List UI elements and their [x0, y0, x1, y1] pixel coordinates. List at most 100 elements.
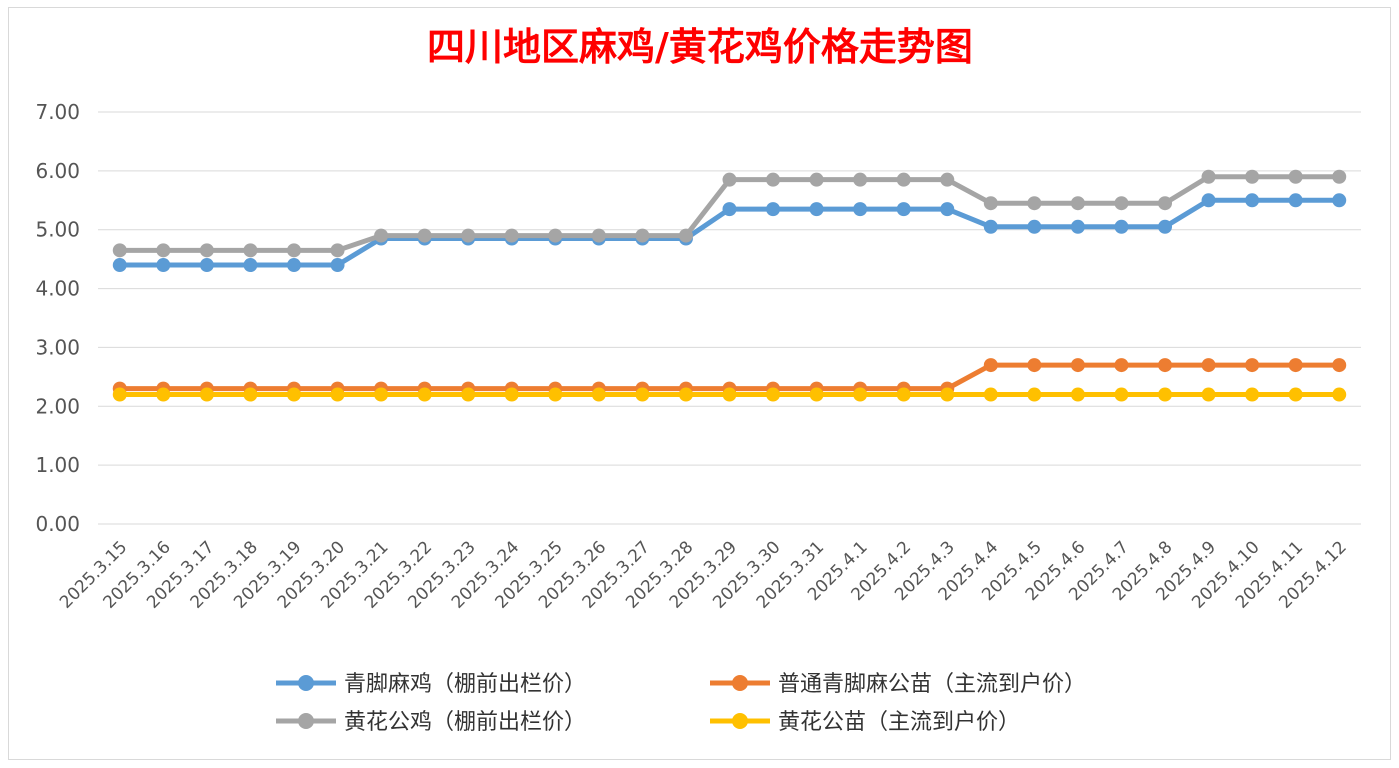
data-point	[548, 387, 563, 402]
data-point	[330, 258, 345, 273]
data-point	[1070, 387, 1085, 402]
data-point	[722, 202, 737, 217]
data-point	[1288, 169, 1303, 184]
legend-label: 青脚麻鸡（棚前出栏价）	[344, 672, 586, 697]
data-point	[461, 228, 476, 243]
data-point	[1245, 193, 1260, 208]
chart-title: 四川地区麻鸡/黄花鸡价格走势图	[427, 24, 973, 69]
data-point	[766, 202, 781, 217]
legend-swatch-marker	[298, 675, 314, 691]
data-point	[983, 219, 998, 234]
data-point	[461, 387, 476, 402]
data-point	[112, 258, 127, 273]
data-point	[374, 228, 389, 243]
data-point	[1158, 387, 1173, 402]
data-point	[1201, 387, 1216, 402]
data-point	[1070, 196, 1085, 211]
data-point	[1332, 169, 1347, 184]
data-point	[504, 387, 519, 402]
data-point	[1027, 387, 1042, 402]
data-point	[809, 387, 824, 402]
data-point	[286, 243, 301, 258]
data-point	[1201, 358, 1216, 373]
legend-entry: 普通青脚麻公苗（主流到户价）	[710, 672, 1086, 697]
data-point	[1114, 196, 1129, 211]
data-point	[1070, 358, 1085, 373]
data-point	[199, 243, 214, 258]
series-2	[112, 169, 1347, 258]
data-point	[1245, 169, 1260, 184]
data-point	[1070, 219, 1085, 234]
data-point	[983, 387, 998, 402]
data-point	[374, 387, 389, 402]
legend-entry: 黄花公鸡（棚前出栏价）	[276, 710, 586, 735]
data-point	[1201, 169, 1216, 184]
data-point	[853, 202, 868, 217]
data-point	[940, 172, 955, 187]
data-point	[766, 387, 781, 402]
chart-border	[8, 7, 1391, 760]
data-point	[766, 172, 781, 187]
gridlines	[98, 111, 1361, 525]
data-point	[1114, 219, 1129, 234]
legend-entry: 青脚麻鸡（棚前出栏价）	[276, 672, 586, 697]
legend-label: 黄花公鸡（棚前出栏价）	[344, 710, 586, 735]
data-point	[548, 228, 563, 243]
y-axis-tick-labels: 0.00 1.00 2.00 3.00 4.00 5.00 6.00 7.00	[35, 100, 80, 536]
data-point	[853, 172, 868, 187]
data-point	[678, 387, 693, 402]
data-point	[1114, 387, 1129, 402]
data-point	[635, 228, 650, 243]
series-lines	[112, 169, 1347, 402]
data-point	[330, 243, 345, 258]
data-point	[112, 387, 127, 402]
data-point	[156, 387, 171, 402]
data-point	[896, 387, 911, 402]
legend-label: 黄花公苗（主流到户价）	[778, 710, 1020, 735]
data-point	[940, 202, 955, 217]
data-point	[1027, 219, 1042, 234]
data-point	[853, 387, 868, 402]
legend-entry: 黄花公苗（主流到户价）	[710, 710, 1020, 735]
data-point	[809, 172, 824, 187]
data-point	[983, 196, 998, 211]
data-point	[1245, 358, 1260, 373]
y-tick-label: 2.00	[35, 394, 80, 418]
y-tick-label: 6.00	[35, 159, 80, 183]
legend-label: 普通青脚麻公苗（主流到户价）	[778, 672, 1086, 697]
data-point	[199, 258, 214, 273]
data-point	[1288, 387, 1303, 402]
data-point	[199, 387, 214, 402]
data-point	[1114, 358, 1129, 373]
data-point	[417, 387, 432, 402]
y-tick-label: 3.00	[35, 335, 80, 359]
data-point	[896, 202, 911, 217]
legend-swatch-marker	[732, 675, 748, 691]
data-point	[1201, 193, 1216, 208]
data-point	[243, 258, 258, 273]
data-point	[112, 243, 127, 258]
data-point	[1332, 193, 1347, 208]
data-point	[1245, 387, 1260, 402]
data-point	[1027, 358, 1042, 373]
data-point	[1332, 358, 1347, 373]
data-point	[591, 228, 606, 243]
legend-swatch-marker	[732, 713, 748, 729]
y-tick-label: 1.00	[35, 453, 80, 477]
data-point	[1158, 196, 1173, 211]
data-point	[504, 228, 519, 243]
data-point	[591, 387, 606, 402]
data-point	[330, 387, 345, 402]
data-point	[243, 387, 258, 402]
data-point	[156, 243, 171, 258]
y-tick-label: 0.00	[35, 512, 80, 536]
y-tick-label: 5.00	[35, 218, 80, 242]
y-tick-label: 4.00	[35, 277, 80, 301]
data-point	[1158, 219, 1173, 234]
data-point	[243, 243, 258, 258]
series-3	[112, 387, 1347, 402]
legend: 青脚麻鸡（棚前出栏价） 普通青脚麻公苗（主流到户价） 黄花公鸡（棚前出栏价） 黄花公苗…	[276, 672, 1086, 735]
data-point	[1332, 387, 1347, 402]
data-point	[678, 228, 693, 243]
